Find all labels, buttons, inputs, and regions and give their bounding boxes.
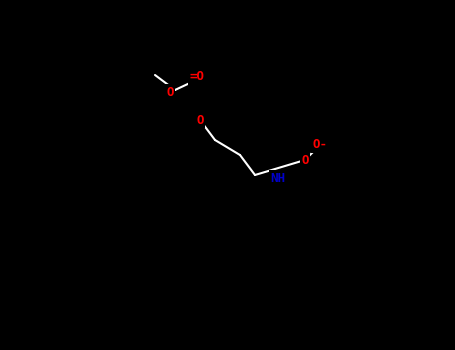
Text: O: O	[166, 85, 174, 98]
Text: =O: =O	[189, 70, 204, 84]
Text: NH: NH	[271, 172, 285, 184]
Text: O: O	[196, 113, 204, 126]
Text: O-: O-	[313, 139, 328, 152]
Text: O: O	[301, 154, 309, 167]
